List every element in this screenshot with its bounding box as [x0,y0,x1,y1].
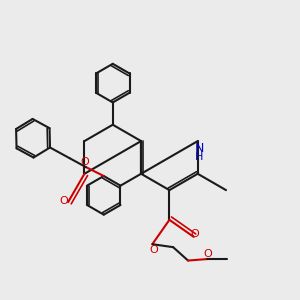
Text: O: O [203,249,212,259]
Text: O: O [149,244,158,254]
Text: O: O [59,196,68,206]
Text: H: H [195,152,203,161]
Text: N: N [194,142,204,155]
Text: O: O [80,157,89,167]
Text: O: O [191,229,200,239]
